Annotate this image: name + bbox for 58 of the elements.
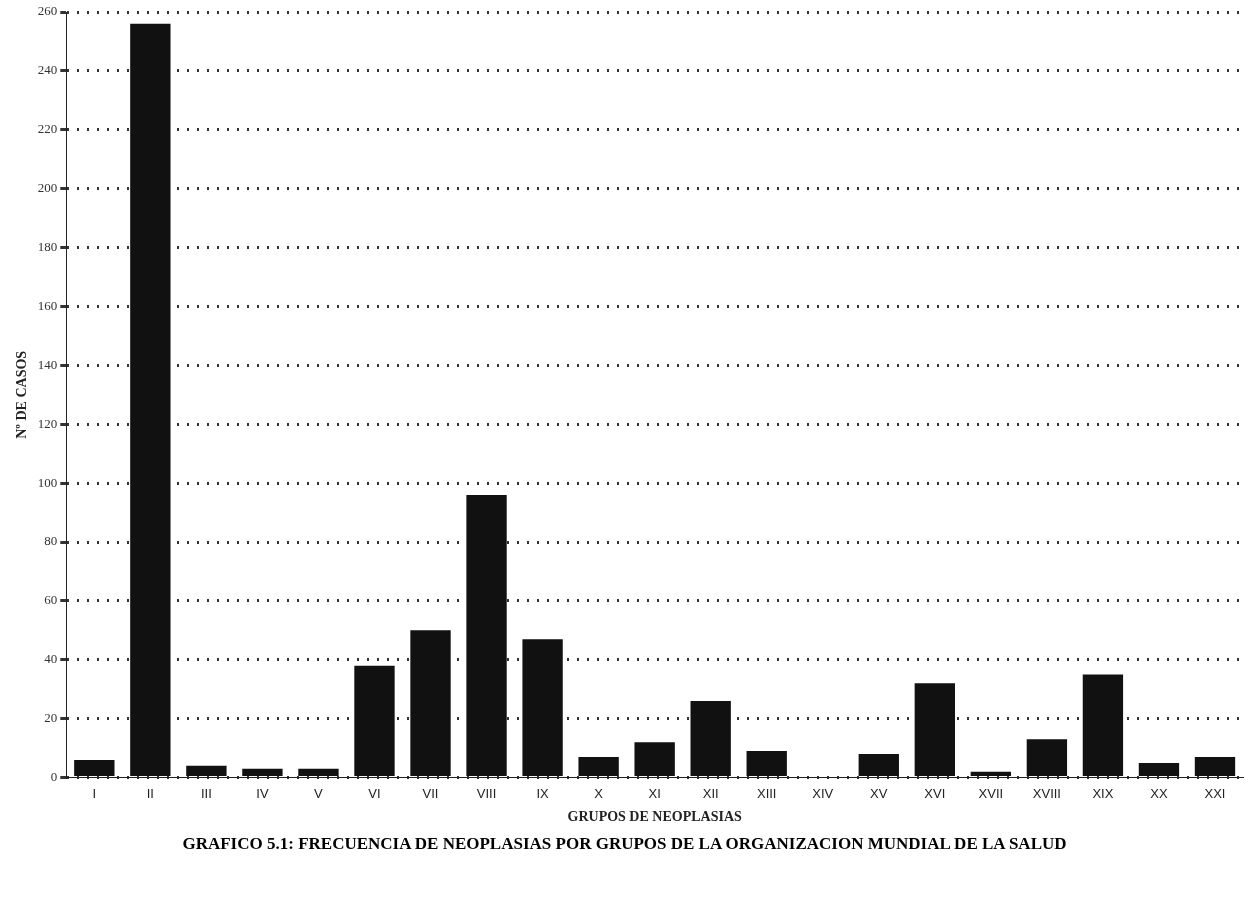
x-tick-label: XX [1150, 785, 1168, 801]
y-tick-label: 180 [37, 238, 58, 254]
bar [1026, 739, 1068, 777]
x-tick-label: XII [702, 785, 719, 801]
x-tick-label: V [314, 785, 324, 801]
x-tick-label: IX [536, 785, 550, 801]
x-tick-label: XIV [812, 785, 834, 801]
bar [130, 23, 171, 777]
x-tick-label: X [594, 785, 604, 801]
x-tick-label: XI [648, 785, 661, 801]
y-tick-label: 160 [37, 297, 58, 313]
bar [858, 754, 899, 777]
x-tick-label: XXI [1204, 785, 1226, 801]
x-tick-label: XVII [978, 785, 1004, 801]
x-tick-label: XIX [1092, 785, 1114, 801]
x-tick-label: VIII [476, 785, 497, 801]
y-tick-label: 60 [44, 592, 58, 608]
x-tick-label: III [200, 785, 212, 801]
y-tick-label: 40 [44, 651, 58, 667]
bar [1194, 756, 1236, 777]
y-tick-label: 260 [37, 3, 58, 19]
bar [578, 756, 619, 777]
bar [74, 759, 115, 777]
x-tick-label: XVIII [1032, 785, 1061, 801]
bar [690, 701, 731, 777]
y-tick-label: 120 [37, 415, 58, 431]
x-tick-label: VI [368, 785, 381, 801]
bar [242, 768, 283, 777]
bar [466, 494, 507, 777]
y-tick-label: 240 [37, 62, 58, 78]
bar [634, 742, 675, 777]
x-tick-label: XIII [756, 785, 777, 801]
bar [298, 768, 339, 777]
y-axis-title: Nº DE CASOS [14, 350, 30, 439]
x-tick-label: XVI [924, 785, 946, 801]
bar [914, 683, 955, 777]
bar [1138, 762, 1180, 777]
x-tick-label: VII [422, 785, 439, 801]
x-tick-label: XV [870, 785, 888, 801]
bar [522, 639, 563, 777]
y-tick-label: 0 [50, 769, 58, 785]
y-tick-label: 200 [37, 180, 58, 196]
bar [410, 630, 451, 777]
bar [970, 771, 1012, 777]
text: GRAFICO 5.1: FRECUENCIA DE NEOPLASIAS POR GRUPOS DE LA ORGANIZACION MUNDIAL DE LA SALUD [181, 834, 1068, 854]
bar [1082, 674, 1124, 777]
x-axis-title: GRUPOS DE NEOPLASIAS [567, 809, 742, 825]
y-tick-label: 20 [44, 710, 58, 726]
bar [186, 765, 227, 777]
y-tick-label: 220 [37, 121, 58, 137]
y-tick-label: 80 [44, 533, 58, 549]
bar [354, 665, 395, 777]
x-tick-label: I [92, 785, 97, 801]
bar [746, 751, 787, 777]
y-tick-label: 140 [37, 356, 58, 372]
x-tick-label: IV [256, 785, 269, 801]
x-tick-label: II [146, 785, 154, 801]
y-tick-label: 100 [37, 474, 58, 490]
